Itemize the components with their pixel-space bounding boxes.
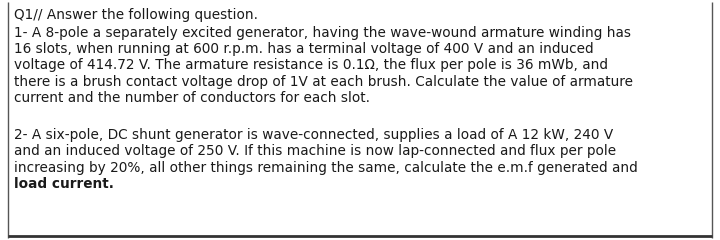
Text: Q1// Answer the following question.: Q1// Answer the following question.	[14, 8, 258, 22]
Text: and an induced voltage of 250 V. If this machine is now lap-connected and flux p: and an induced voltage of 250 V. If this…	[14, 144, 616, 158]
Text: load current.: load current.	[14, 177, 114, 191]
Text: current and the number of conductors for each slot.: current and the number of conductors for…	[14, 91, 370, 106]
Text: increasing by 20%, all other things remaining the same, calculate the e.m.f gene: increasing by 20%, all other things rema…	[14, 161, 638, 175]
Text: there is a brush contact voltage drop of 1V at each brush. Calculate the value o: there is a brush contact voltage drop of…	[14, 75, 633, 89]
Text: 2- A six-pole, DC shunt generator is wave-connected, supplies a load of A 12 kW,: 2- A six-pole, DC shunt generator is wav…	[14, 128, 613, 142]
Text: voltage of 414.72 V. The armature resistance is 0.1Ω, the flux per pole is 36 mW: voltage of 414.72 V. The armature resist…	[14, 59, 608, 72]
Text: 1- A 8-pole a separately excited generator, having the wave-wound armature windi: 1- A 8-pole a separately excited generat…	[14, 25, 631, 40]
Text: 16 slots, when running at 600 r.p.m. has a terminal voltage of 400 V and an indu: 16 slots, when running at 600 r.p.m. has…	[14, 42, 593, 56]
